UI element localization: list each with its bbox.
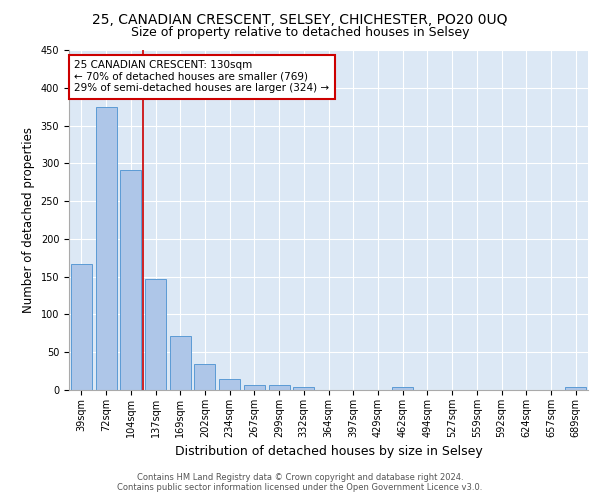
Y-axis label: Number of detached properties: Number of detached properties — [22, 127, 35, 313]
Bar — [219, 380, 240, 390]
Bar — [194, 364, 215, 390]
Text: 25 CANADIAN CRESCENT: 130sqm
← 70% of detached houses are smaller (769)
29% of s: 25 CANADIAN CRESCENT: 130sqm ← 70% of de… — [74, 60, 329, 94]
Bar — [95, 106, 116, 390]
Bar — [392, 387, 413, 390]
Bar — [145, 279, 166, 390]
Text: Size of property relative to detached houses in Selsey: Size of property relative to detached ho… — [131, 26, 469, 39]
Bar — [565, 387, 586, 390]
Bar — [170, 336, 191, 390]
Bar — [293, 387, 314, 390]
Text: 25, CANADIAN CRESCENT, SELSEY, CHICHESTER, PO20 0UQ: 25, CANADIAN CRESCENT, SELSEY, CHICHESTE… — [92, 12, 508, 26]
Bar — [120, 170, 141, 390]
Text: Contains HM Land Registry data © Crown copyright and database right 2024.
Contai: Contains HM Land Registry data © Crown c… — [118, 473, 482, 492]
Bar — [71, 264, 92, 390]
X-axis label: Distribution of detached houses by size in Selsey: Distribution of detached houses by size … — [175, 446, 482, 458]
Bar — [244, 384, 265, 390]
Bar — [269, 384, 290, 390]
